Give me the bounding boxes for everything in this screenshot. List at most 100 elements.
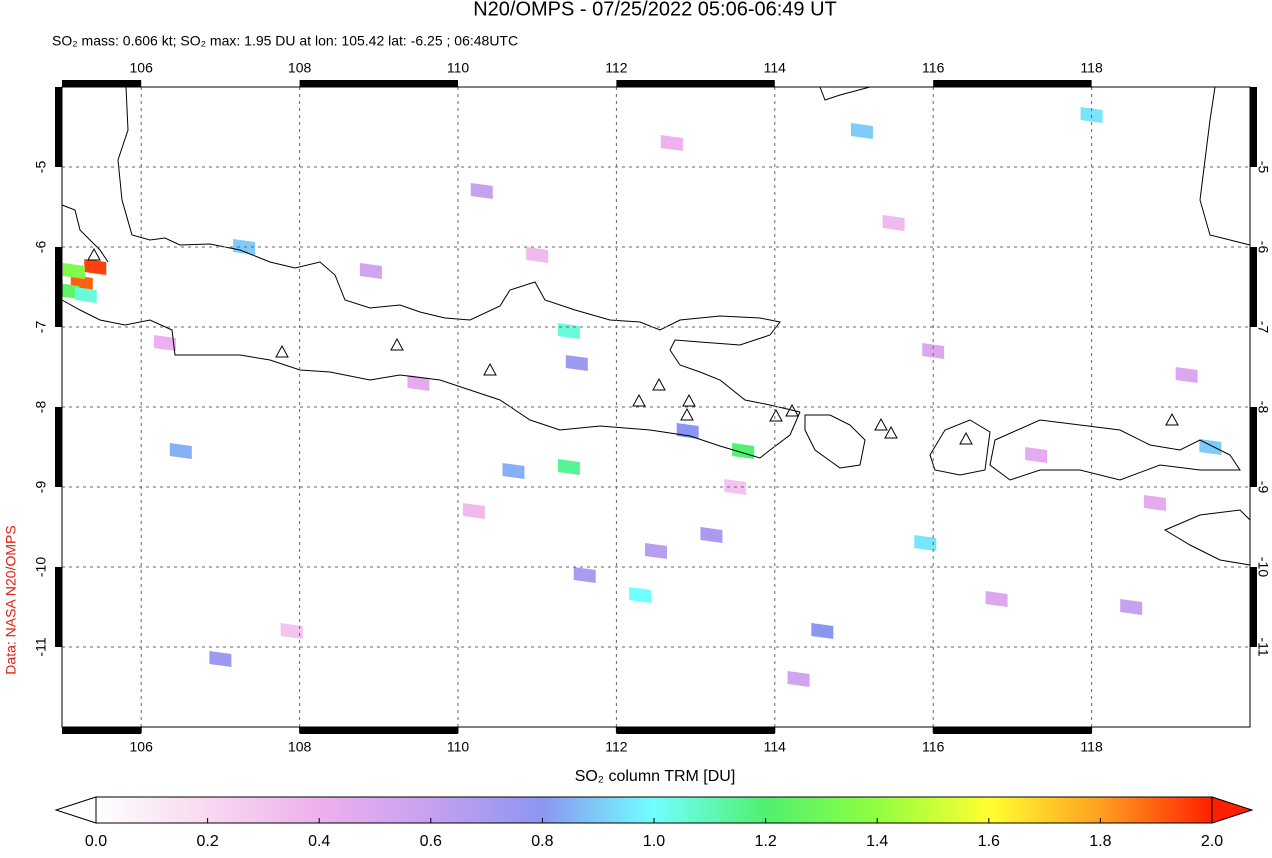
so2-pixel (629, 587, 652, 603)
y-tick-label: -9 (33, 481, 49, 494)
so2-pixel (407, 375, 430, 391)
so2-pixel (153, 335, 176, 351)
so2-pixel (526, 247, 549, 263)
so2-pixel (985, 591, 1008, 607)
so2-pixel (660, 135, 683, 151)
frame-bar (1250, 87, 1257, 167)
frame-bar (55, 407, 62, 487)
so2-pixel (470, 183, 493, 199)
x-tick-label: 106 (130, 739, 154, 755)
x-tick-label: 114 (764, 60, 787, 76)
colorbar-tick-label: 1.2 (754, 833, 776, 850)
pixel-layer (57, 107, 1222, 687)
volcano-markers (87, 247, 1179, 445)
colorbar-tick-label: 0.2 (196, 833, 218, 850)
colorbar-tick-label: 1.6 (978, 833, 1000, 850)
y-tick-label: -6 (1255, 241, 1271, 254)
colorbar-under (54, 796, 97, 824)
frame-bar (55, 567, 62, 647)
x-tick-label: 116 (922, 739, 945, 755)
x-tick-label: 108 (288, 739, 312, 755)
x-tick-label: 116 (922, 60, 945, 76)
so2-pixel (462, 503, 485, 519)
colorbar-label: SO₂ column TRM [DU] (575, 768, 736, 785)
so2-pixel (787, 671, 810, 687)
so2-pixel (922, 343, 945, 359)
so2-pixel (84, 259, 107, 275)
sumbawa-coast (989, 419, 1241, 481)
y-tick-label: -9 (1255, 481, 1271, 494)
sumba-coast (1163, 509, 1251, 566)
so2-pixel (359, 263, 382, 279)
so2-pixel (169, 443, 192, 459)
y-tick-label: -7 (33, 321, 49, 334)
colorbar-over (1211, 796, 1254, 824)
so2-pixel (1120, 599, 1143, 615)
so2-pixel (557, 459, 580, 475)
sumatra-coast (61, 204, 109, 263)
colorbar-tick-label: 0.4 (308, 833, 330, 850)
so2-pixel (1175, 367, 1198, 383)
coastlines (61, 86, 1251, 566)
y-tick-label: -5 (33, 161, 49, 174)
so2-pixel (645, 543, 667, 559)
y-tick-label: -10 (1255, 557, 1271, 577)
sulawesi-coast (1199, 86, 1251, 246)
x-tick-label: 114 (764, 739, 787, 755)
frame-bar (55, 247, 62, 327)
so2-pixel (57, 283, 80, 299)
volcanoes (87, 247, 1179, 445)
frame-bar (933, 727, 1092, 734)
so2-pixel (573, 567, 596, 583)
x-tick-label: 110 (447, 60, 470, 76)
x-tick-label: 108 (288, 60, 312, 76)
colorbar-tick-label: 0.8 (531, 833, 553, 850)
so2-pixel (700, 527, 723, 543)
so2-pixel (914, 535, 937, 551)
x-tick-label: 112 (605, 60, 628, 76)
x-tick-label: 106 (130, 60, 154, 76)
x-tick-label: 118 (1080, 739, 1103, 755)
x-tick-label: 112 (605, 739, 628, 755)
colorbar-tick-label: 1.0 (643, 833, 665, 850)
so2-pixel (280, 623, 303, 639)
frame-bar (933, 80, 1092, 87)
frame-bar (1250, 567, 1257, 647)
colorbar-tick-label: 1.8 (1089, 833, 1111, 850)
so2-pixel (565, 355, 588, 371)
frame-bar (55, 87, 62, 167)
so2-pixel (62, 263, 85, 279)
y-tick-label: -11 (33, 637, 49, 656)
y-tick-label: -10 (33, 557, 49, 577)
frame-bar (1250, 407, 1257, 487)
y-tick-label: -8 (33, 401, 49, 414)
axes: 106 106 108 108 110 110 112 112 114 114 116 116 118 1… (33, 60, 1272, 755)
frame-bar (299, 727, 458, 734)
so2-pixel (882, 215, 905, 231)
bali-coast (804, 414, 866, 469)
y-tick-label: -8 (1255, 401, 1271, 414)
lombok-coast (929, 419, 991, 476)
so2-pixel (1025, 447, 1048, 463)
credit: Data: NASA N20/OMPS (3, 525, 19, 674)
borneo-coast (819, 86, 871, 101)
y-tick-label: -5 (1255, 161, 1271, 174)
frame-bar (299, 80, 458, 87)
frame-bar (62, 727, 142, 734)
chart-title: N20/OMPS - 07/25/2022 05:06-06:49 UT (473, 0, 837, 20)
so2-pixel (557, 323, 580, 339)
colorbar-tick-label: 2.0 (1201, 833, 1223, 850)
frame-bar (616, 727, 775, 734)
y-tick-label: -11 (1255, 637, 1271, 656)
x-tick-label: 110 (447, 739, 470, 755)
colorbar-tick-label: 1.4 (866, 833, 888, 850)
x-tick-label: 118 (1080, 60, 1103, 76)
so2-pixel (1143, 495, 1166, 511)
frame-bar (62, 80, 142, 87)
colorbar-tick-label: 0.0 (85, 833, 107, 850)
so2-pixel (676, 423, 699, 439)
so2-pixel (850, 123, 873, 139)
subtitle: SO₂ mass: 0.606 kt; SO₂ max: 1.95 DU at … (52, 33, 518, 49)
java-coast (61, 86, 801, 459)
